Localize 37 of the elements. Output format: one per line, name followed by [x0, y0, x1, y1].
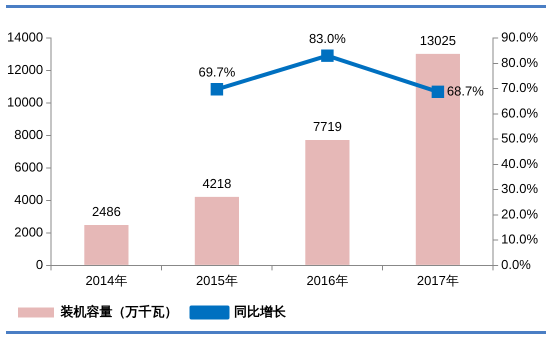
data-label: 4218	[202, 176, 232, 191]
data-label: 69.7%	[198, 64, 236, 80]
y2-tick-label: 70.0%	[501, 80, 538, 96]
bar	[84, 225, 128, 265]
y-tick-label: 6000	[14, 160, 44, 175]
data-label: 7719	[312, 119, 342, 134]
y2-tick-label: 10.0%	[501, 232, 538, 247]
y2-tick-label: 30.0%	[501, 181, 538, 196]
y2-tick-label: 90.0%	[501, 30, 538, 45]
data-label: 2486	[92, 204, 121, 220]
data-label: 13025	[420, 32, 456, 48]
y2-tick-label: 50.0%	[501, 130, 538, 146]
data-label: 83.0%	[308, 30, 346, 46]
y2-tick-label: 60.0%	[501, 105, 538, 120]
y-tick-label: 12000	[6, 62, 44, 78]
y-tick-label: 8000	[14, 127, 44, 142]
legend-label: 同比增长	[234, 304, 287, 320]
y-tick-label: 4000	[14, 192, 44, 208]
y2-tick-label: 0.0%	[501, 256, 532, 272]
y-tick-label: 0	[36, 256, 44, 272]
x-tick-label: 2015年	[196, 272, 238, 288]
y2-tick-label: 80.0%	[501, 54, 538, 70]
y-tick-label: 2000	[14, 224, 44, 240]
y2-tick-label: 20.0%	[501, 206, 538, 222]
x-tick-label: 2017年	[416, 272, 459, 288]
bar	[194, 196, 239, 265]
bar	[305, 140, 350, 265]
x-tick-label: 2014年	[85, 272, 128, 288]
data-label: 68.7%	[446, 83, 484, 98]
point	[210, 83, 224, 96]
x-tick-label: 2016年	[306, 272, 348, 288]
point	[432, 86, 444, 98]
y-tick-label: 10000	[6, 94, 44, 110]
y2-tick-label: 40.0%	[501, 156, 538, 171]
point	[321, 49, 334, 62]
y-tick-label: 14000	[6, 30, 44, 45]
legend-label: 装机容量（万千瓦）	[60, 304, 178, 320]
